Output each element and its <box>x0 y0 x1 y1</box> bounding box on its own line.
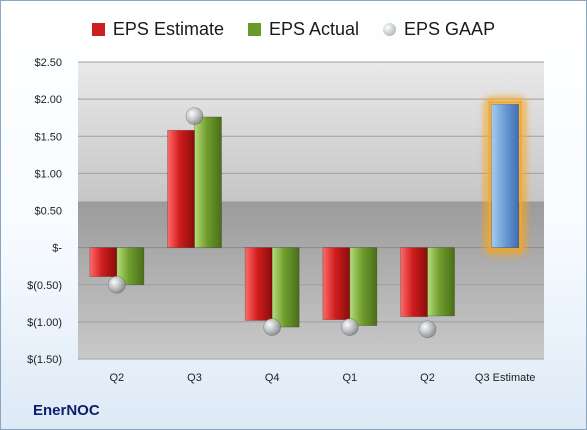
point-eps-gaap <box>185 107 204 126</box>
x-tick-label: Q3 <box>187 372 202 384</box>
point-eps-gaap <box>108 275 126 294</box>
y-tick-label: $0.50 <box>34 206 62 218</box>
point-eps-gaap <box>418 320 437 339</box>
bar-eps-actual <box>271 247 300 328</box>
bar-eps-estimate <box>89 247 118 277</box>
bar-eps-estimate <box>244 247 273 321</box>
legend-label: EPS Estimate <box>112 18 224 39</box>
x-tick-label: Q3 Estimate <box>475 372 536 384</box>
bar-eps-estimate-next <box>491 103 520 249</box>
bar-highlight-glow <box>483 96 527 256</box>
legend-label: EPS GAAP <box>404 18 496 39</box>
bar-eps-estimate <box>167 129 195 249</box>
y-tick-label: $- <box>52 243 62 255</box>
bar-eps-actual <box>349 247 378 326</box>
x-tick-label: Q4 <box>265 372 280 384</box>
point-eps-gaap <box>263 318 281 336</box>
bar-eps-actual <box>194 116 222 249</box>
legend-swatch <box>247 22 261 36</box>
bar-highlight-border <box>488 101 522 251</box>
point-eps-gaap <box>341 318 359 336</box>
y-tick-label: $1.00 <box>34 168 62 180</box>
y-tick-label: $(1.00) <box>27 317 62 329</box>
y-tick-label: $(1.50) <box>27 354 62 366</box>
bar-eps-actual <box>427 247 455 317</box>
legend-swatch <box>91 22 105 36</box>
x-tick-label: Q1 <box>342 372 357 384</box>
bar-eps-estimate <box>322 247 351 321</box>
bar-eps-estimate <box>400 247 428 318</box>
legend-label: EPS Actual <box>268 18 360 39</box>
legend-swatch <box>383 22 397 36</box>
legend: EPS Estimate EPS Actual EPS GAAP <box>0 14 587 44</box>
y-tick-label: $2.50 <box>34 57 62 69</box>
legend-entry: EPS Estimate <box>91 18 224 40</box>
x-tick-label: Q2 <box>420 372 435 384</box>
x-tick-label: Q2 <box>109 372 124 384</box>
legend-entry: EPS Actual <box>247 18 360 40</box>
y-tick-label: $2.00 <box>34 94 62 106</box>
y-tick-label: $1.50 <box>34 131 62 143</box>
legend-entry: EPS GAAP <box>383 19 495 40</box>
company-name: EnerNOC <box>33 402 100 419</box>
y-tick-label: $(0.50) <box>27 280 62 292</box>
